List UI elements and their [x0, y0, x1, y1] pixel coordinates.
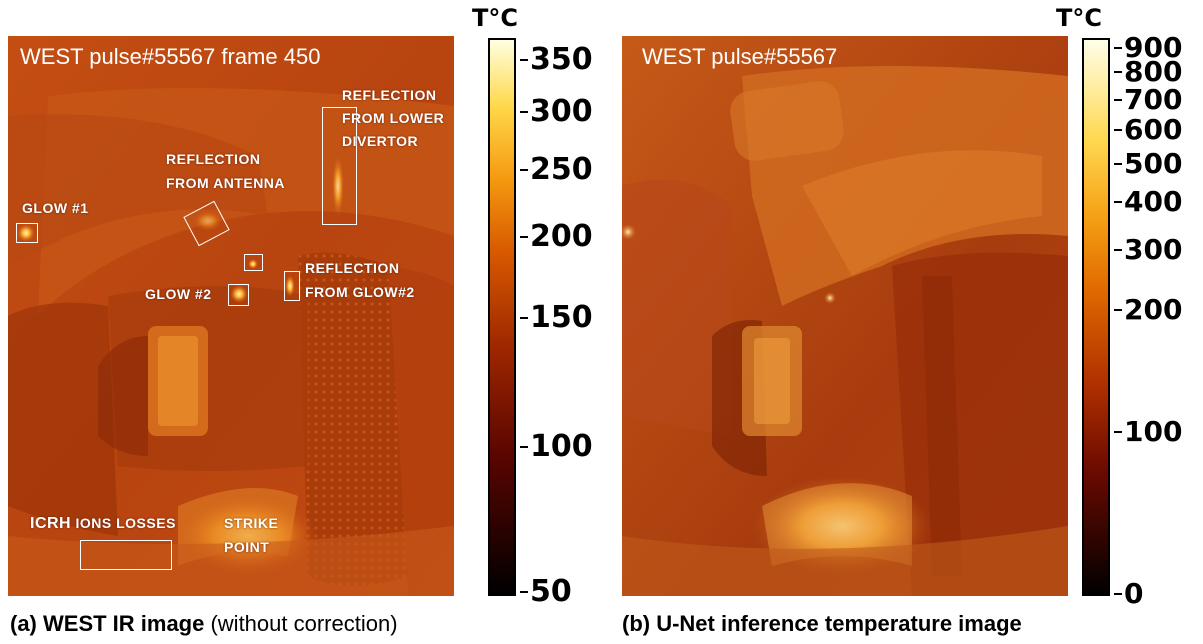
- colorbar-b-tick: 400: [1113, 185, 1183, 218]
- colorbar-a-tick: 350: [520, 42, 593, 77]
- glow2-box: [228, 284, 249, 306]
- label-reflection-lower-3: DIVERTOR: [342, 133, 419, 149]
- glow1-box: [16, 223, 38, 243]
- colorbar-b-tick: 100: [1113, 415, 1183, 448]
- colorbar-b-tick: 600: [1113, 113, 1183, 146]
- colorbar-a-title: T°C: [472, 4, 518, 32]
- colorbar-b-tick: 800: [1113, 55, 1183, 88]
- colorbar-a-tick: 200: [520, 219, 593, 254]
- unet-image-title: WEST pulse#55567: [642, 44, 838, 69]
- label-reflection-lower-1: REFLECTION: [342, 87, 437, 103]
- colorbar-a-tick: 50: [520, 574, 572, 609]
- colorbar-a-tick: 300: [520, 94, 593, 129]
- label-reflection-antenna-1: REFLECTION: [166, 151, 261, 167]
- glow-box: [244, 254, 263, 271]
- label-glow2: GLOW #2: [145, 286, 212, 302]
- caption-b: (b) U-Net inference temperature image: [622, 611, 1022, 636]
- reflection-glow2-box: [284, 271, 300, 301]
- colorbar-a-tick: 100: [520, 429, 593, 464]
- label-reflection-glow2-1: REFLECTION: [305, 260, 400, 276]
- caption-a: (a) WEST IR image (without correction): [10, 611, 398, 637]
- label-icrh: ICRH: [30, 515, 72, 532]
- label-ions-losses: IONS LOSSES: [71, 515, 176, 531]
- colorbar-a: [488, 38, 516, 596]
- label-reflection-lower-2: FROM LOWER: [342, 110, 445, 126]
- label-reflection-glow2-2: FROM GLOW#2: [305, 284, 415, 300]
- colorbar-b-tick: 200: [1113, 293, 1183, 326]
- colorbar-b: [1082, 38, 1110, 596]
- ir-image-panel: WEST pulse#55567 frame 450 REFLECTION FR…: [8, 36, 454, 596]
- ir-image: [8, 36, 454, 596]
- colorbar-b-tick: 0: [1113, 577, 1144, 610]
- label-strike-2: POINT: [224, 539, 270, 555]
- icrh-ions-losses-box: [80, 540, 172, 570]
- caption-a-bold: (a) WEST IR image: [10, 611, 205, 636]
- colorbar-b-tick: 500: [1113, 147, 1183, 180]
- colorbar-b-tick: 900: [1113, 31, 1183, 64]
- reflection-lower-divertor-box: [322, 107, 357, 225]
- colorbar-a-tick: 150: [520, 300, 593, 335]
- ir-image-title: WEST pulse#55567 frame 450: [20, 44, 321, 69]
- label-glow1: GLOW #1: [22, 200, 89, 216]
- label-reflection-antenna-2: FROM ANTENNA: [166, 175, 286, 191]
- colorbar-b-tick: 300: [1113, 233, 1183, 266]
- unet-image-panel: WEST pulse#55567: [622, 36, 1068, 596]
- caption-a-normal: (without correction): [204, 611, 398, 636]
- label-icrh-ions-losses: ICRH IONS LOSSES: [30, 514, 176, 533]
- colorbar-a-tick: 250: [520, 152, 593, 187]
- unet-image: [622, 36, 1068, 596]
- colorbar-b-title: T°C: [1056, 4, 1102, 32]
- colorbar-b-tick: 700: [1113, 83, 1183, 116]
- label-strike-1: STRIKE: [224, 515, 279, 531]
